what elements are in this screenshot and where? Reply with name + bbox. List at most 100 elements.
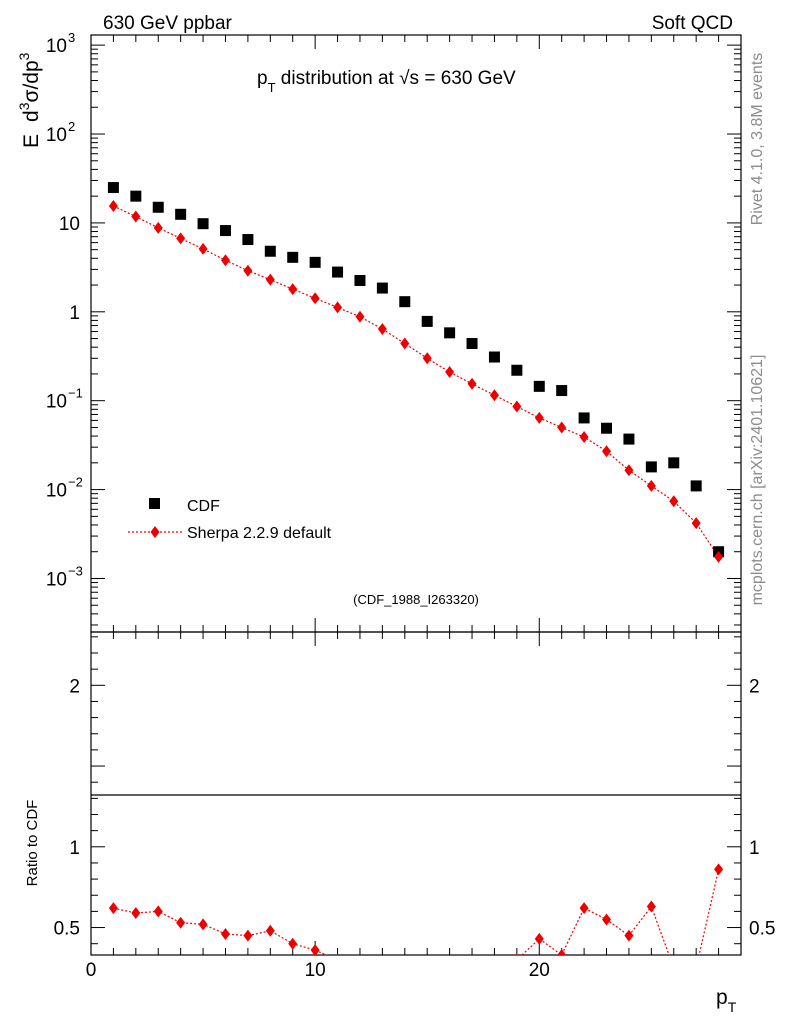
ratio-point — [198, 918, 208, 931]
cdf-point — [533, 380, 545, 392]
ratio-ytick-label-left: 1 — [69, 838, 80, 859]
cdf-point — [668, 457, 680, 469]
legend-sherpa-marker — [150, 526, 160, 538]
sherpa-point — [557, 421, 567, 434]
ratio-point — [714, 863, 724, 876]
main-y-ticks — [91, 44, 741, 626]
sherpa-point — [243, 264, 253, 277]
sherpa-point — [198, 242, 208, 255]
ratio-point — [288, 937, 298, 950]
ylabel-sigma: σ/dp — [20, 60, 43, 102]
sherpa-point — [579, 431, 589, 444]
main-ytick-label: 10 — [46, 569, 67, 590]
ratio-ytick-label-left: 0.5 — [54, 919, 80, 940]
ratio-point — [153, 905, 163, 918]
ratio-point — [108, 902, 118, 915]
main-x-ticks — [90, 35, 742, 632]
main-ytick-exponent: 2 — [68, 119, 75, 134]
legend-cdf-marker — [149, 498, 160, 509]
cdf-point — [242, 234, 254, 246]
legend-cdf-label: CDF — [187, 498, 220, 515]
cdf-point — [645, 461, 657, 473]
main-ytick-label: 10 — [46, 481, 67, 502]
legend-sherpa-label: Sherpa 2.2.9 default — [187, 525, 332, 542]
cdf-point — [354, 274, 366, 286]
ratio-point — [669, 962, 678, 974]
sherpa-point — [646, 479, 656, 492]
cdf-point — [578, 412, 590, 424]
sherpa-point — [153, 221, 163, 234]
ratio-data-layer — [108, 863, 724, 990]
sherpa-point — [602, 445, 612, 458]
cdf-point — [130, 190, 142, 202]
ratio-y-ticks — [91, 636, 741, 945]
ratio-panel-frame — [90, 631, 742, 956]
main-ytick-exponent: −3 — [68, 563, 83, 578]
xlabel-p: p — [716, 986, 728, 1009]
main-title: pT distribution at √s = 630 GeV — [257, 68, 516, 95]
ratio-ytick-label-right: 1 — [749, 838, 760, 859]
sherpa-point — [467, 377, 477, 390]
ylabel-d: d — [20, 110, 43, 122]
sherpa-point — [400, 337, 410, 350]
ratio-point — [646, 900, 656, 913]
header-left: 630 GeV ppbar — [103, 13, 233, 34]
ratio-point — [515, 953, 518, 955]
cdf-point — [399, 296, 411, 308]
main-ytick-label: 1 — [69, 303, 80, 324]
ylabel-sup3b: 3 — [16, 52, 32, 60]
sherpa-point — [176, 232, 186, 245]
cdf-point — [287, 251, 299, 263]
cdf-point — [511, 364, 523, 376]
main-ytick-exponent: 3 — [68, 30, 75, 45]
ratio-point — [176, 916, 186, 929]
ratio-xlabel: pT — [716, 986, 737, 1015]
ratio-xtick-label: 0 — [86, 960, 97, 981]
title-p: p — [257, 68, 268, 89]
ratio-xtick-label: 10 — [305, 960, 326, 981]
ratio-ytick-label-right: 0.5 — [749, 919, 775, 940]
ratio-xtick-label: 20 — [529, 960, 550, 981]
sherpa-point — [489, 389, 499, 402]
main-data-layer — [107, 182, 725, 563]
title-sub: T — [268, 80, 276, 95]
ratio-x-tick-labels: 0 10 20 — [86, 960, 550, 981]
main-ylabel: Ed3σ/dp3 — [16, 52, 43, 148]
ratio-point — [355, 962, 364, 974]
ratio-point — [602, 913, 612, 926]
main-ytick-exponent: −2 — [68, 475, 83, 490]
ratio-point — [579, 902, 589, 915]
cdf-point — [152, 201, 164, 213]
ylabel-sup3: 3 — [16, 102, 32, 110]
main-ytick-exponent: −1 — [68, 386, 83, 401]
cdf-point — [107, 182, 119, 194]
ratio-line — [113, 869, 720, 955]
ratio-point — [310, 944, 320, 955]
main-ytick-label: 10 — [46, 392, 67, 413]
ratio-point — [445, 976, 454, 988]
sherpa-point — [131, 210, 141, 223]
cdf-point — [219, 225, 231, 237]
cdf-point — [601, 422, 613, 434]
cdf-point — [690, 480, 702, 492]
ratio-point — [400, 970, 409, 982]
cdf-point — [309, 256, 321, 268]
ratio-y-tick-labels: 0.5 0.5 1 1 2 2 — [54, 676, 776, 939]
cdf-point — [444, 327, 456, 339]
sherpa-point — [333, 301, 343, 314]
title-mid: distribution at — [276, 68, 400, 89]
ratio-point — [534, 932, 544, 945]
ratio-point — [468, 978, 477, 990]
cdf-point — [264, 245, 276, 257]
ratio-ylabel: Ratio to CDF — [24, 800, 41, 887]
sherpa-point — [422, 352, 432, 365]
sherpa-point — [512, 400, 522, 413]
cdf-point — [332, 266, 344, 278]
sherpa-point — [355, 310, 365, 323]
ratio-point — [557, 949, 567, 955]
svg-text:Ed3σ/dp3: Ed3σ/dp3 — [16, 52, 43, 148]
ratio-point — [490, 970, 499, 982]
cdf-point — [376, 282, 388, 294]
ratio-x-ticks — [90, 632, 742, 955]
ratio-point — [243, 929, 253, 942]
